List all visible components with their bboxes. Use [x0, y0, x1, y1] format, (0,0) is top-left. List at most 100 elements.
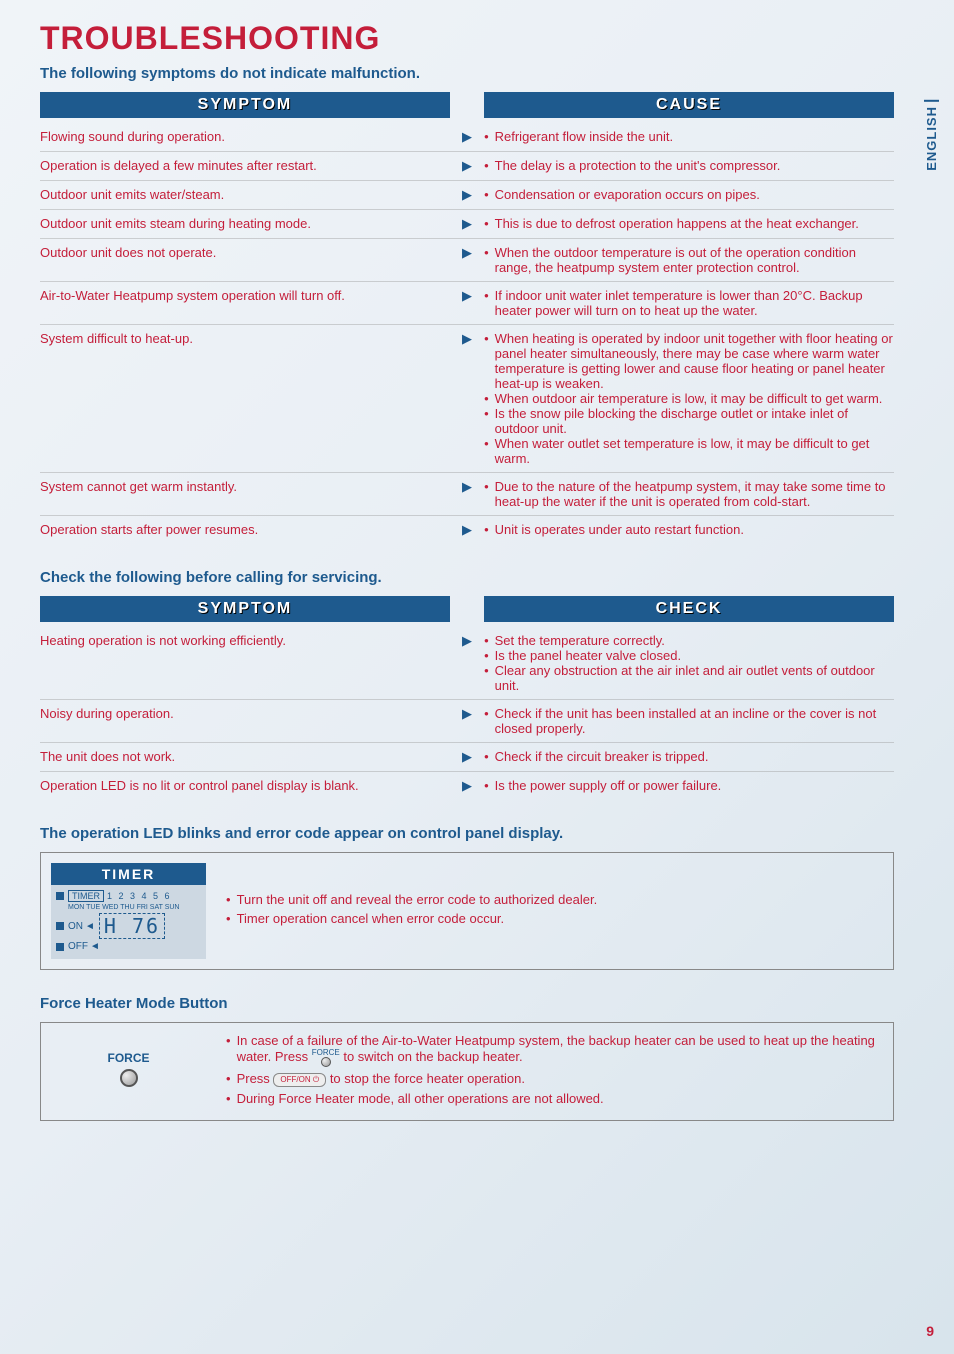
symptom-text: The unit does not work. — [40, 749, 450, 765]
cause-bullet: •Check if the circuit breaker is tripped… — [484, 749, 894, 764]
inline-force-icon: FORCE — [312, 1048, 340, 1067]
page-number: 9 — [926, 1323, 934, 1339]
force-box: FORCE • In case of a failure of the Air-… — [40, 1022, 894, 1121]
cause-text: •If indoor unit water inlet temperature … — [484, 288, 894, 318]
symptom-text: Heating operation is not working efficie… — [40, 633, 450, 693]
arrow-icon: ▶ — [450, 706, 484, 736]
off-label: OFF — [68, 941, 88, 952]
cause-bullet: •When water outlet set temperature is lo… — [484, 436, 894, 466]
symptom-text: Noisy during operation. — [40, 706, 450, 736]
force-section-title: Force Heater Mode Button — [40, 995, 894, 1012]
arrow-icon: ▶ — [450, 749, 484, 765]
cause-bullet: •Due to the nature of the heatpump syste… — [484, 479, 894, 509]
table-row: Flowing sound during operation.▶•Refrige… — [40, 123, 894, 152]
cause-text: •This is due to defrost operation happen… — [484, 216, 894, 232]
arrow-icon: ▶ — [450, 129, 484, 145]
section2-title: Check the following before calling for s… — [40, 569, 894, 586]
arrow-icon: ▶ — [450, 778, 484, 794]
force-button-icon — [120, 1069, 138, 1087]
arrow-icon: ▶ — [450, 331, 484, 466]
symptom-check-table: SYMPTOM CHECK Heating operation is not w… — [40, 596, 894, 800]
symptom-cause-table: SYMPTOM CAUSE Flowing sound during opera… — [40, 92, 894, 544]
cause-bullet: •When the outdoor temperature is out of … — [484, 245, 894, 275]
arrow-icon: ▶ — [450, 479, 484, 509]
force-button-display: FORCE — [51, 1051, 206, 1091]
language-tab: ENGLISH — [924, 100, 939, 171]
symptom-text: Air-to-Water Heatpump system operation w… — [40, 288, 450, 318]
arrow-icon: ▶ — [450, 158, 484, 174]
cause-text: •Set the temperature correctly.•Is the p… — [484, 633, 894, 693]
cause-bullet: •Check if the unit has been installed at… — [484, 706, 894, 736]
cause-bullet: •Is the power supply off or power failur… — [484, 778, 894, 793]
cause-bullet: •The delay is a protection to the unit's… — [484, 158, 894, 173]
timer-label: TIMER — [68, 890, 104, 902]
cause-text: •Condensation or evaporation occurs on p… — [484, 187, 894, 203]
led-bullet-2: •Timer operation cancel when error code … — [226, 911, 597, 926]
table-row: Outdoor unit emits steam during heating … — [40, 210, 894, 239]
arrow-icon: ▶ — [450, 288, 484, 318]
cause-bullet: •Clear any obstruction at the air inlet … — [484, 663, 894, 693]
cause-text: •When the outdoor temperature is out of … — [484, 245, 894, 275]
led-text: •Turn the unit off and reveal the error … — [226, 892, 597, 930]
inline-offon-icon: OFF/ON ⏻ — [273, 1073, 326, 1087]
cause-bullet: •When heating is operated by indoor unit… — [484, 331, 894, 391]
page-title: TROUBLESHOOTING — [40, 20, 894, 57]
arrow-icon: ▶ — [450, 633, 484, 693]
table-row: Heating operation is not working efficie… — [40, 627, 894, 700]
symptom-text: Operation is delayed a few minutes after… — [40, 158, 450, 174]
force-bullet-1: • In case of a failure of the Air-to-Wat… — [226, 1033, 883, 1067]
cause-bullet: •Is the panel heater valve closed. — [484, 648, 894, 663]
force-bullet-3: •During Force Heater mode, all other ope… — [226, 1091, 883, 1106]
timer-days: MON TUE WED THU FRI SAT SUN — [68, 904, 180, 911]
cause-text: •When heating is operated by indoor unit… — [484, 331, 894, 466]
cause-text: •Refrigerant flow inside the unit. — [484, 129, 894, 145]
arrow-icon: ▶ — [450, 216, 484, 232]
cause-text: •Check if the unit has been installed at… — [484, 706, 894, 736]
table-row: Operation starts after power resumes.▶•U… — [40, 516, 894, 544]
indicator-square — [56, 943, 64, 951]
table-row: Air-to-Water Heatpump system operation w… — [40, 282, 894, 325]
error-code: H 76 — [99, 913, 165, 939]
table-row: The unit does not work.▶•Check if the ci… — [40, 743, 894, 772]
symptom-text: Outdoor unit emits water/steam. — [40, 187, 450, 203]
arrow-icon: ▶ — [450, 245, 484, 275]
table2-header-check: CHECK — [484, 596, 894, 622]
cause-bullet: •Is the snow pile blocking the discharge… — [484, 406, 894, 436]
cause-text: •Is the power supply off or power failur… — [484, 778, 894, 794]
force-bullet-2: • Press OFF/ON ⏻ to stop the force heate… — [226, 1071, 883, 1087]
cause-bullet: •This is due to defrost operation happen… — [484, 216, 894, 231]
led-section-title: The operation LED blinks and error code … — [40, 825, 894, 842]
subtitle: The following symptoms do not indicate m… — [40, 65, 894, 82]
symptom-text: Operation LED is no lit or control panel… — [40, 778, 450, 794]
table1-header-cause: CAUSE — [484, 92, 894, 118]
cause-bullet: •Set the temperature correctly. — [484, 633, 894, 648]
table-row: Operation LED is no lit or control panel… — [40, 772, 894, 800]
table-row: System difficult to heat-up.▶•When heati… — [40, 325, 894, 473]
symptom-text: Flowing sound during operation. — [40, 129, 450, 145]
force-text: • In case of a failure of the Air-to-Wat… — [226, 1033, 883, 1110]
force-label: FORCE — [51, 1051, 206, 1065]
cause-text: •Check if the circuit breaker is tripped… — [484, 749, 894, 765]
arrow-icon: ▶ — [450, 522, 484, 538]
led-bullet-1: •Turn the unit off and reveal the error … — [226, 892, 597, 907]
symptom-text: Outdoor unit emits steam during heating … — [40, 216, 450, 232]
table2-header-symptom: SYMPTOM — [40, 596, 450, 622]
indicator-square — [56, 922, 64, 930]
table-row: Operation is delayed a few minutes after… — [40, 152, 894, 181]
cause-bullet: •Refrigerant flow inside the unit. — [484, 129, 894, 144]
led-box: TIMER TIMER 1 2 3 4 5 6 MON TUE WED THU … — [40, 852, 894, 970]
symptom-text: Operation starts after power resumes. — [40, 522, 450, 538]
table-row: Outdoor unit does not operate.▶•When the… — [40, 239, 894, 282]
timer-header: TIMER — [51, 863, 206, 885]
cause-text: •Due to the nature of the heatpump syste… — [484, 479, 894, 509]
cause-bullet: •If indoor unit water inlet temperature … — [484, 288, 894, 318]
cause-text: •The delay is a protection to the unit's… — [484, 158, 894, 174]
cause-text: •Unit is operates under auto restart fun… — [484, 522, 894, 538]
symptom-text: System cannot get warm instantly. — [40, 479, 450, 509]
table-row: Noisy during operation.▶•Check if the un… — [40, 700, 894, 743]
timer-numbers: 1 2 3 4 5 6 — [107, 891, 172, 901]
cause-bullet: •Unit is operates under auto restart fun… — [484, 522, 894, 537]
timer-display: TIMER TIMER 1 2 3 4 5 6 MON TUE WED THU … — [51, 863, 206, 959]
table-row: System cannot get warm instantly.▶•Due t… — [40, 473, 894, 516]
symptom-text: Outdoor unit does not operate. — [40, 245, 450, 275]
